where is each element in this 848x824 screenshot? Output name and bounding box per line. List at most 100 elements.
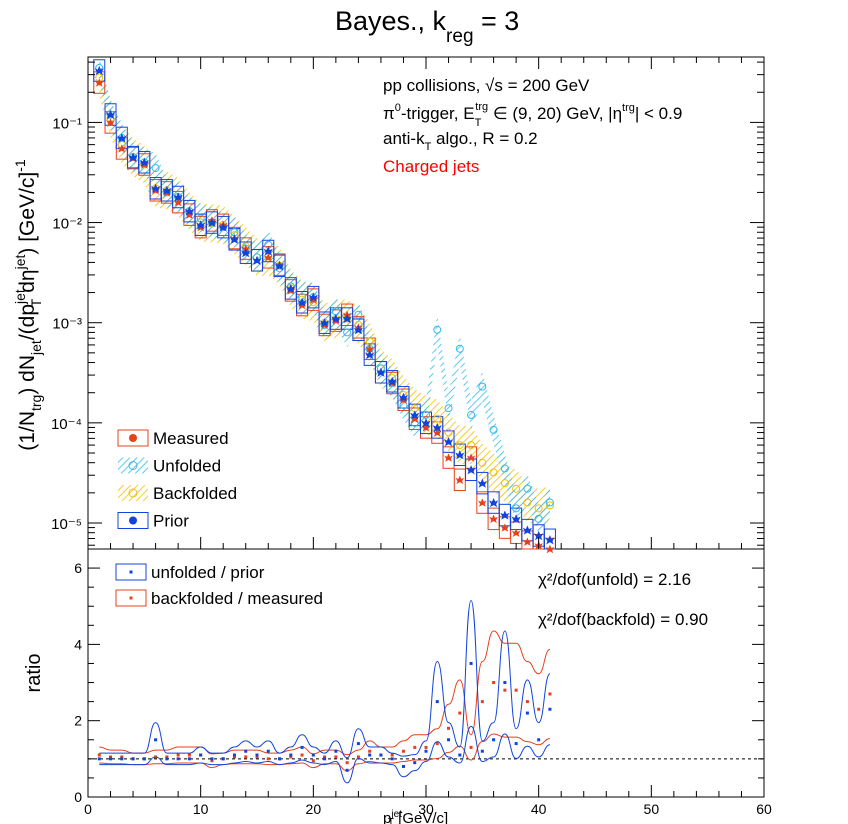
legend-marker <box>129 434 137 442</box>
unfold-ratio-point <box>210 757 214 761</box>
annotation-trigger: π0-trigger, ETtrg ∈ (9, 20) GeV, |ηtrg| … <box>383 101 682 129</box>
backfold-ratio-point <box>458 711 462 715</box>
ratio-y-tick-label: 0 <box>74 789 82 805</box>
backfold-ratio-point <box>492 681 496 685</box>
title-main: Bayes., k <box>335 6 447 36</box>
prior-point <box>286 283 296 294</box>
backfolded-point <box>444 428 453 437</box>
prior-point <box>94 65 104 76</box>
unfold-ratio-lower <box>99 725 551 784</box>
backfolded-point <box>534 504 543 513</box>
unfold-ratio-point <box>221 757 225 761</box>
prior-point <box>500 510 510 520</box>
unfold-ratio-point <box>492 738 496 742</box>
top-ylabel: (1/Ntrg) dNjet/(dpjetT dηjet) [GeV/c]-1 <box>12 159 44 451</box>
title-tail: = 3 <box>474 6 520 36</box>
chart-title: Bayes., kreg = 3 <box>335 6 519 47</box>
unfolded-point <box>545 498 554 507</box>
unfolded-point <box>354 310 363 319</box>
x-tick-label: 60 <box>756 801 772 817</box>
unfolded-point <box>151 164 160 173</box>
prior-box <box>442 430 455 453</box>
log-tick-label: 10⁻⁴ <box>51 416 82 433</box>
backfold-ratio-point <box>424 745 428 749</box>
unfold-ratio-point <box>142 757 146 761</box>
measured-point <box>365 344 374 353</box>
prior-point <box>162 185 172 195</box>
legend-marker <box>129 570 133 574</box>
backfold-ratio-point <box>368 749 372 753</box>
prior-point <box>534 530 544 541</box>
prior-box <box>363 343 376 366</box>
measured-point <box>478 498 487 507</box>
unfold-ratio-point <box>413 761 417 765</box>
unfold-ratio-point <box>379 753 383 757</box>
prior-point <box>511 514 521 524</box>
unfold-ratio-point <box>266 749 270 753</box>
unfold-ratio-point <box>154 738 158 742</box>
unfold-ratio-point <box>255 753 259 757</box>
prior-point <box>139 157 149 167</box>
backfold-ratio-point <box>413 745 417 749</box>
backfold-ratio-point <box>480 700 484 704</box>
unfold-ratio-point <box>390 757 394 761</box>
measured-point <box>106 118 115 127</box>
top-plot <box>93 57 556 554</box>
backfold-ratio-point <box>232 755 236 759</box>
prior-box <box>183 199 196 223</box>
backfold-ratio-point <box>289 755 293 759</box>
prior-box <box>273 254 286 278</box>
annotation-charged-jets: Charged jets <box>383 157 479 176</box>
unfolded-point <box>433 325 442 334</box>
backfolded-point <box>489 468 498 477</box>
x-tick-label: 30 <box>418 801 434 817</box>
x-tick-label: 50 <box>644 801 660 817</box>
prior-point <box>455 450 465 460</box>
unfold-ratio-point <box>131 757 135 761</box>
prior-point <box>398 392 409 402</box>
legend-swatch <box>118 457 148 474</box>
legend-swatch <box>115 563 147 581</box>
backfold-ratio-point <box>120 755 124 759</box>
unfold-ratio-point <box>300 745 304 749</box>
backfold-ratio-point <box>537 707 541 711</box>
prior-point <box>545 535 555 545</box>
unfold-ratio-point <box>199 753 203 757</box>
unfold-ratio-point <box>165 757 169 761</box>
prior-box <box>104 103 117 126</box>
prior-point <box>274 261 285 271</box>
unfolded-point <box>512 504 521 513</box>
legend-label: unfolded / prior <box>151 563 265 582</box>
prior-point <box>128 152 138 162</box>
prior-point <box>477 478 487 488</box>
prior-point <box>443 436 454 447</box>
prior-point <box>151 183 161 193</box>
prior-box <box>262 239 275 263</box>
log-tick-label: 10⁻⁵ <box>51 516 82 533</box>
backfold-ratio-point <box>323 755 327 759</box>
unfold-ratio-point <box>525 711 529 715</box>
legend-label: Prior <box>153 512 189 531</box>
legend-swatch <box>117 512 149 529</box>
backfolded-point <box>500 479 509 488</box>
backfold-ratio-point <box>97 753 101 757</box>
prior-point <box>331 313 341 324</box>
prior-point <box>105 109 116 120</box>
prior-point <box>387 376 397 386</box>
backfold-ratio-point <box>244 755 248 759</box>
measured-point <box>466 453 476 462</box>
annotation-collisions: pp collisions, √s = 200 GeV <box>383 76 590 95</box>
log-tick-label: 10⁻¹ <box>52 115 82 132</box>
unfolded-point <box>444 404 453 413</box>
x-tick-label: 0 <box>84 801 92 817</box>
x-tick-label: 20 <box>306 801 322 817</box>
unfold-ratio-upper <box>99 600 551 759</box>
measured-point <box>185 210 194 219</box>
unfold-ratio-point <box>435 700 439 704</box>
prior-box <box>284 277 297 300</box>
measured-point <box>489 514 498 524</box>
measured-point <box>264 253 273 262</box>
prior-point <box>522 525 532 535</box>
ratio-y-tick-label: 2 <box>74 713 82 729</box>
unfold-ratio-point <box>244 749 248 753</box>
